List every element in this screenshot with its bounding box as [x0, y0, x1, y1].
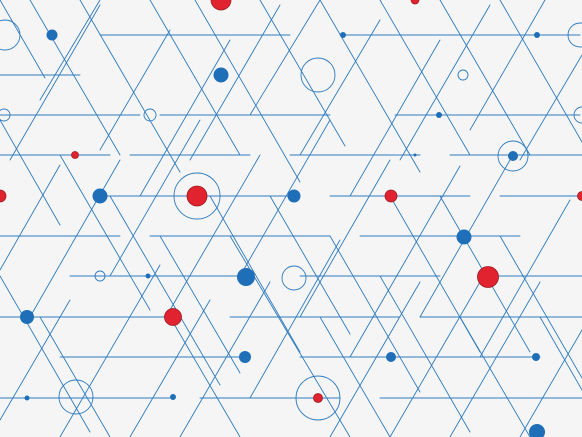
red-node — [164, 308, 182, 326]
lattice-line — [439, 0, 531, 156]
ring-marker — [0, 108, 11, 122]
lattice-line — [159, 235, 241, 374]
lattice-line — [59, 154, 151, 311]
lattice-line — [0, 164, 61, 271]
lattice-line — [79, 0, 181, 173]
ring-marker — [457, 69, 469, 81]
blue-node — [24, 395, 30, 401]
ring-marker — [94, 270, 106, 282]
blue-node — [386, 352, 396, 362]
ring-marker — [173, 172, 221, 220]
lattice-line — [59, 264, 161, 437]
blue-node — [532, 353, 540, 361]
lattice-line — [209, 195, 301, 353]
blue-node — [340, 32, 346, 38]
blue-node — [287, 189, 301, 203]
lattice-line — [469, 0, 546, 131]
ring-marker — [573, 106, 582, 124]
blue-node — [413, 153, 417, 157]
lattice-line — [379, 0, 471, 156]
lattice-line — [0, 299, 71, 421]
red-node — [410, 0, 420, 5]
lattice-line — [0, 275, 91, 433]
lattice-line — [329, 281, 421, 437]
lattice-line — [249, 0, 321, 116]
lattice-line — [149, 0, 241, 156]
red-node — [186, 185, 208, 207]
blue-node — [436, 112, 442, 118]
blue-node — [237, 268, 255, 286]
lattice-line — [39, 316, 111, 437]
blue-node — [170, 394, 176, 400]
ring-marker — [281, 265, 307, 291]
lattice-line — [269, 195, 351, 335]
red-node — [313, 393, 323, 403]
blue-node — [239, 351, 251, 363]
lattice-line — [39, 0, 101, 101]
lattice-line — [539, 316, 582, 391]
blue-node — [529, 424, 545, 437]
ring-markers — [0, 19, 582, 421]
lattice-line — [139, 39, 231, 197]
lattice-line — [299, 19, 381, 156]
lattice-line — [29, 0, 121, 156]
ring-marker — [567, 22, 582, 48]
lattice-line — [189, 4, 281, 161]
lattice-line — [479, 199, 571, 358]
red-node — [210, 0, 232, 11]
lattice-line — [259, 0, 346, 147]
lattice-line — [449, 281, 541, 437]
lattice-line — [389, 281, 481, 437]
lattice-line — [179, 281, 271, 437]
red-node — [0, 189, 7, 203]
lattice-line — [169, 316, 241, 437]
red-node — [477, 266, 499, 288]
blue-node — [46, 29, 58, 41]
lattice-line — [0, 119, 61, 226]
lattice-line — [319, 0, 421, 173]
blue-node — [456, 229, 472, 245]
blue-node — [508, 151, 518, 161]
lattice-line — [349, 39, 441, 197]
ring-marker — [300, 57, 336, 93]
lattice-line — [499, 0, 582, 143]
lattice-line — [249, 239, 341, 399]
red-node — [384, 189, 398, 203]
lattice-line — [0, 0, 46, 79]
red-node — [71, 151, 79, 159]
lattice-line — [379, 275, 471, 433]
blue-node — [20, 310, 34, 324]
lattice-line — [129, 299, 211, 437]
red-node — [577, 191, 582, 201]
ring-marker — [295, 375, 341, 421]
ring-marker — [0, 19, 21, 51]
lattice-line — [239, 119, 331, 277]
blue-node — [145, 273, 151, 279]
lattice-line — [299, 159, 391, 318]
lattice-line — [9, 4, 101, 161]
lattice-line — [349, 165, 461, 358]
ring-marker — [143, 108, 157, 122]
ring-marker — [497, 140, 529, 172]
lattice-line — [399, 4, 491, 161]
lattice-line — [29, 159, 121, 318]
blue-node — [534, 32, 540, 38]
lattice-line — [169, 154, 261, 311]
lattice-line — [99, 29, 171, 151]
lattice-line — [459, 316, 531, 437]
blue-node — [213, 67, 229, 83]
ring-marker — [58, 379, 94, 415]
lattice-line — [194, 0, 301, 183]
lattice-line — [109, 119, 201, 277]
blue-node — [92, 188, 108, 204]
lattice-line — [109, 195, 221, 386]
lattice-line — [319, 316, 391, 437]
lattice-line — [519, 54, 582, 161]
lattice-line — [519, 329, 582, 437]
